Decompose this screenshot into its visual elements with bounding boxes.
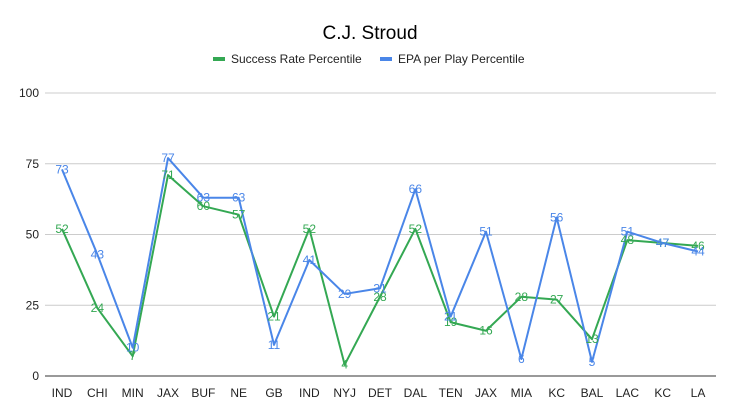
x-tick-label: IND <box>299 386 320 400</box>
data-label-epa: 77 <box>161 151 175 165</box>
data-label-success-rate: 47 <box>656 236 670 250</box>
x-tick-label: MIN <box>122 386 144 400</box>
data-label-epa: 63 <box>232 191 246 205</box>
x-axis-ticks: IND CHI MIN JAX BUF NE GB IND NYJ DET DAL TEN JAX MIA… <box>52 386 706 400</box>
legend: Success Rate Percentile EPA per Play Per… <box>213 52 525 66</box>
y-tick-label: 50 <box>26 228 40 242</box>
data-label-epa: 5 <box>589 355 596 369</box>
x-tick-label: GB <box>265 386 282 400</box>
x-tick-label: JAX <box>475 386 497 400</box>
x-tick-label: CHI <box>87 386 108 400</box>
data-label-epa: 44 <box>691 244 705 258</box>
x-tick-label: KC <box>654 386 671 400</box>
data-label-success-rate: 24 <box>91 301 105 315</box>
data-label-success-rate: 21 <box>267 310 281 324</box>
data-label-epa: 31 <box>373 281 387 295</box>
x-tick-label: DAL <box>404 386 428 400</box>
data-label-success-rate: 46 <box>691 239 705 253</box>
chart-title: C.J. Stroud <box>322 23 417 44</box>
data-label-epa: 21 <box>444 310 458 324</box>
data-label-epa: 47 <box>656 236 670 250</box>
legend-label-success-rate: Success Rate Percentile <box>231 52 362 66</box>
data-label-epa: 41 <box>303 253 317 267</box>
y-tick-label: 75 <box>26 157 40 171</box>
data-label-epa: 29 <box>338 287 352 301</box>
data-label-success-rate: 4 <box>341 358 348 372</box>
data-label-success-rate: 60 <box>197 199 211 213</box>
data-label-epa: 10 <box>126 341 140 355</box>
x-tick-label: LAC <box>616 386 640 400</box>
series-line-success-rate <box>61 174 699 366</box>
x-tick-label: LA <box>691 386 706 400</box>
x-tick-label: BUF <box>191 386 215 400</box>
data-label-success-rate: 57 <box>232 208 246 222</box>
data-label-success-rate: 71 <box>161 168 175 182</box>
y-tick-label: 25 <box>26 298 40 312</box>
data-label-success-rate: 52 <box>409 222 423 236</box>
data-label-success-rate: 28 <box>373 290 387 304</box>
x-tick-label: NE <box>230 386 247 400</box>
data-label-epa: 11 <box>268 338 281 352</box>
legend-label-epa: EPA per Play Percentile <box>398 52 525 66</box>
y-tick-label: 0 <box>32 369 39 383</box>
data-label-epa: 6 <box>518 352 525 366</box>
x-tick-label: MIA <box>511 386 532 400</box>
data-label-epa: 43 <box>91 247 105 261</box>
x-tick-label: JAX <box>157 386 179 400</box>
data-label-success-rate: 7 <box>129 349 136 363</box>
y-axis-ticks: 0 25 50 75 100 <box>19 86 39 383</box>
legend-swatch-success-rate <box>213 57 225 61</box>
data-label-epa: 66 <box>409 182 423 196</box>
x-tick-label: BAL <box>581 386 604 400</box>
data-label-success-rate: 52 <box>303 222 317 236</box>
data-label-success-rate: 13 <box>585 332 599 346</box>
x-tick-label: DET <box>368 386 393 400</box>
data-label-epa: 51 <box>479 225 493 239</box>
data-label-success-rate: 48 <box>621 233 635 247</box>
data-label-success-rate: 28 <box>515 290 529 304</box>
data-label-epa: 56 <box>550 211 564 225</box>
data-label-epa: 63 <box>197 191 211 205</box>
x-tick-label: NYJ <box>333 386 356 400</box>
data-label-success-rate: 19 <box>444 315 458 329</box>
x-tick-label: TEN <box>439 386 463 400</box>
legend-swatch-epa <box>380 57 392 61</box>
x-tick-label: IND <box>52 386 73 400</box>
data-labels: 52 24 7 71 60 57 21 52 4 28 52 19 16 28 27 13 48 47 46 73 43… <box>55 151 705 372</box>
data-label-success-rate: 16 <box>479 324 493 338</box>
series-line-epa <box>61 157 699 363</box>
gridlines <box>45 92 716 377</box>
data-label-epa: 73 <box>55 162 69 176</box>
data-label-epa: 51 <box>621 225 635 239</box>
y-tick-label: 100 <box>19 86 39 100</box>
data-label-success-rate: 52 <box>55 222 69 236</box>
data-label-success-rate: 27 <box>550 293 564 307</box>
series-lines <box>61 157 699 366</box>
x-tick-label: KC <box>548 386 565 400</box>
